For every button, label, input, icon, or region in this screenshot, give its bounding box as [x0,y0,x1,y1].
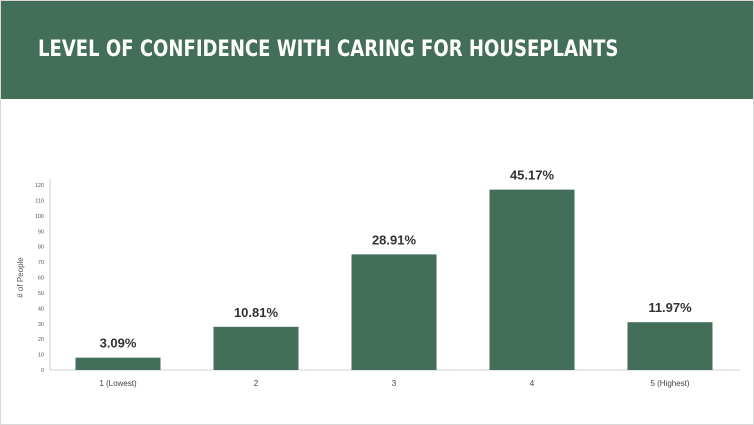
y-tick-label: 50 [38,291,44,297]
y-axis-title: # of People [16,257,25,298]
data-label: 10.81% [234,305,279,320]
bar-2 [213,326,299,370]
data-label: 28.91% [372,232,417,247]
data-label: 11.97% [648,300,692,315]
y-tick-label: 10 [38,353,44,359]
y-tick-label: 80 [38,245,44,251]
title-banner: LEVEL OF CONFIDENCE WITH CARING FOR HOUS… [1,1,753,99]
y-tick-label: 110 [35,198,44,204]
data-label: 45.17% [510,168,555,183]
y-tick-label: 0 [41,368,44,374]
y-tick-label: 20 [38,337,44,343]
x-tick-label: 3 [392,379,397,388]
x-tick-label: 5 (Highest) [650,379,689,388]
bar-1 [75,357,161,370]
bar-5 [627,322,713,370]
x-tick-label: 2 [254,379,259,388]
y-tick-label: 100 [35,214,44,220]
page-title: LEVEL OF CONFIDENCE WITH CARING FOR HOUS… [38,37,619,62]
y-tick-label: 30 [38,322,44,328]
chart-bars [75,189,713,370]
y-tick-label: 70 [38,260,44,266]
y-tick-label: 40 [38,306,44,312]
y-tick-label: 90 [38,229,44,235]
data-label: 3.09% [100,336,137,351]
bar-4 [489,189,575,370]
x-tick-label: 1 (Lowest) [99,379,137,388]
bar-3 [351,254,437,370]
chart-labels: 3.09% 1 (Lowest) 10.81% 2 28.91% 3 45.17% 4 11.9… [99,168,692,388]
y-tick-label: 120 [35,183,44,189]
y-tick-label: 60 [38,276,44,282]
x-tick-label: 4 [530,379,535,388]
